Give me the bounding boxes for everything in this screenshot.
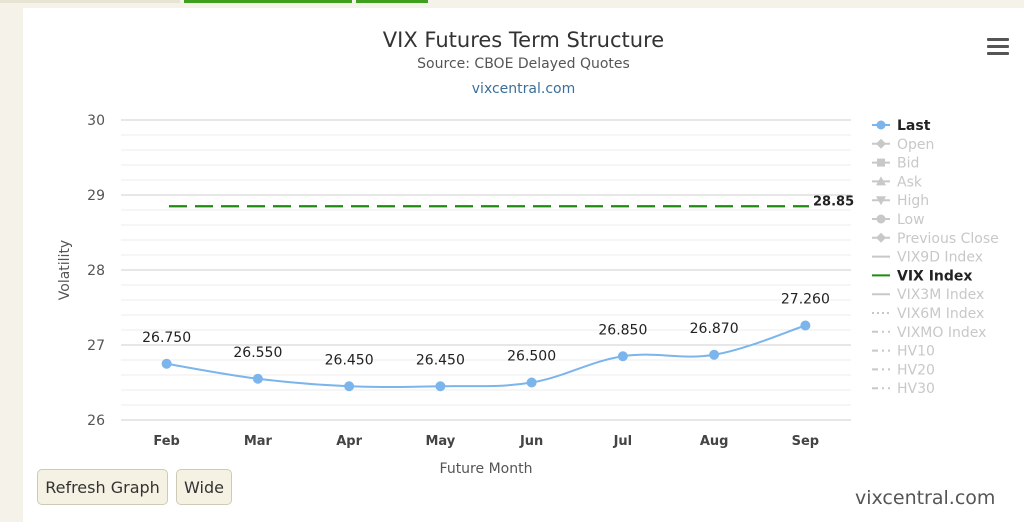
legend-diamond-icon [876, 138, 886, 149]
y-axis-ticks: 26 27 28 29 30 [87, 113, 105, 429]
x-tick-label: Mar [244, 434, 273, 449]
wide-button[interactable]: Wide [176, 469, 232, 505]
legend-label: VIX9D Index [897, 250, 983, 266]
hamburger-menu-icon[interactable] [987, 38, 1009, 56]
last-data-point [344, 381, 355, 392]
chart-legend: Last Open Bid Ask High Low Previous Close VIX9D… [872, 118, 999, 397]
legend-item[interactable]: Last [872, 118, 931, 134]
x-tick-label: Aug [700, 434, 729, 449]
legend-label: High [897, 193, 929, 209]
legend-item[interactable]: Ask [872, 174, 923, 190]
last-data-label: 26.850 [598, 322, 647, 338]
chart-credit-link[interactable]: vixcentral.com [471, 81, 576, 97]
y-tick-label: 29 [87, 188, 105, 204]
legend-item[interactable]: High [872, 193, 929, 209]
tab-indicator-3[interactable] [356, 0, 428, 3]
grid-lines [121, 119, 851, 421]
legend-circle-icon [876, 214, 886, 224]
legend-label: Open [897, 137, 934, 153]
legend-label: Ask [897, 174, 923, 190]
legend-label: VIX6M Index [897, 306, 984, 322]
last-data-point [252, 373, 263, 384]
legend-triangle-icon [876, 176, 886, 186]
legend-item[interactable]: VIX6M Index [872, 306, 984, 322]
legend-label: Low [897, 212, 925, 228]
legend-label: Bid [897, 156, 919, 172]
x-tick-label: Apr [336, 434, 362, 449]
y-tick-label: 30 [87, 113, 105, 129]
last-data-label: 26.450 [325, 352, 374, 368]
last-data-point [709, 349, 720, 360]
legend-label: HV30 [897, 381, 935, 397]
legend-label: HV10 [897, 344, 935, 360]
legend-label: HV20 [897, 362, 935, 378]
chart-title: VIX Futures Term Structure [382, 28, 665, 52]
chart-subtitle: Source: CBOE Delayed Quotes [417, 56, 630, 72]
legend-circle-icon [876, 120, 886, 130]
legend-item[interactable]: VIX3M Index [872, 287, 984, 303]
legend-diamond-icon [876, 232, 886, 243]
legend-item[interactable]: HV10 [872, 344, 935, 360]
legend-label: Last [897, 118, 931, 134]
legend-label: VIXMO Index [897, 325, 986, 341]
x-tick-label: May [425, 434, 455, 449]
last-data-point [617, 351, 628, 362]
vix-index-label: 28.85 [813, 194, 854, 209]
legend-item[interactable]: Bid [872, 156, 919, 172]
legend-item[interactable]: Previous Close [872, 231, 999, 247]
last-data-label: 26.450 [416, 352, 465, 368]
legend-item[interactable]: Open [872, 137, 934, 153]
last-data-point [161, 358, 172, 369]
last-data-label: 27.260 [781, 292, 830, 308]
last-data-point [435, 381, 446, 392]
last-data-point [526, 377, 537, 388]
y-axis-label: Volatility [57, 240, 73, 300]
legend-square-icon [877, 158, 885, 167]
legend-item[interactable]: Low [872, 212, 925, 228]
legend-label: VIX Index [897, 268, 972, 284]
last-data-label: 26.500 [507, 349, 556, 365]
y-tick-label: 26 [87, 413, 105, 429]
legend-label: Previous Close [897, 231, 999, 247]
y-tick-label: 28 [87, 263, 105, 279]
tab-indicator-2[interactable] [184, 0, 352, 3]
last-data-label: 26.750 [142, 330, 191, 346]
legend-item[interactable]: HV30 [872, 381, 935, 397]
legend-item[interactable]: VIX Index [872, 268, 972, 284]
legend-item[interactable]: VIXMO Index [872, 325, 986, 341]
browser-tab-strip [0, 0, 1024, 4]
last-data-point [800, 320, 811, 331]
watermark: vixcentral.com [855, 487, 996, 509]
term-structure-chart: 26 27 28 29 30 Feb Mar Apr May Jun Jul Aug Sep Vola… [57, 113, 999, 477]
legend-item[interactable]: HV20 [872, 362, 935, 378]
x-axis-label: Future Month [440, 461, 533, 477]
y-tick-label: 27 [87, 338, 105, 354]
refresh-graph-button[interactable]: Refresh Graph [37, 469, 168, 505]
last-data-label: 26.550 [233, 345, 282, 361]
x-tick-label: Feb [153, 434, 179, 449]
last-series-line [166, 324, 806, 389]
legend-label: VIX3M Index [897, 287, 984, 303]
x-tick-label: Jun [519, 434, 543, 449]
x-axis-ticks: Feb Mar Apr May Jun Jul Aug Sep [153, 434, 819, 449]
legend-item[interactable]: VIX9D Index [872, 250, 983, 266]
x-tick-label: Jul [613, 434, 633, 449]
legend-triangle-down-icon [876, 196, 886, 206]
tab-indicator-1[interactable] [0, 0, 180, 3]
last-data-label: 26.870 [690, 321, 739, 337]
chart-series: 28.85 26.750 26.550 26.450 26.450 26.500 26.85… [142, 194, 854, 392]
x-tick-label: Sep [792, 434, 820, 449]
chart-card: VIX Futures Term Structure Source: CBOE … [23, 8, 1024, 522]
